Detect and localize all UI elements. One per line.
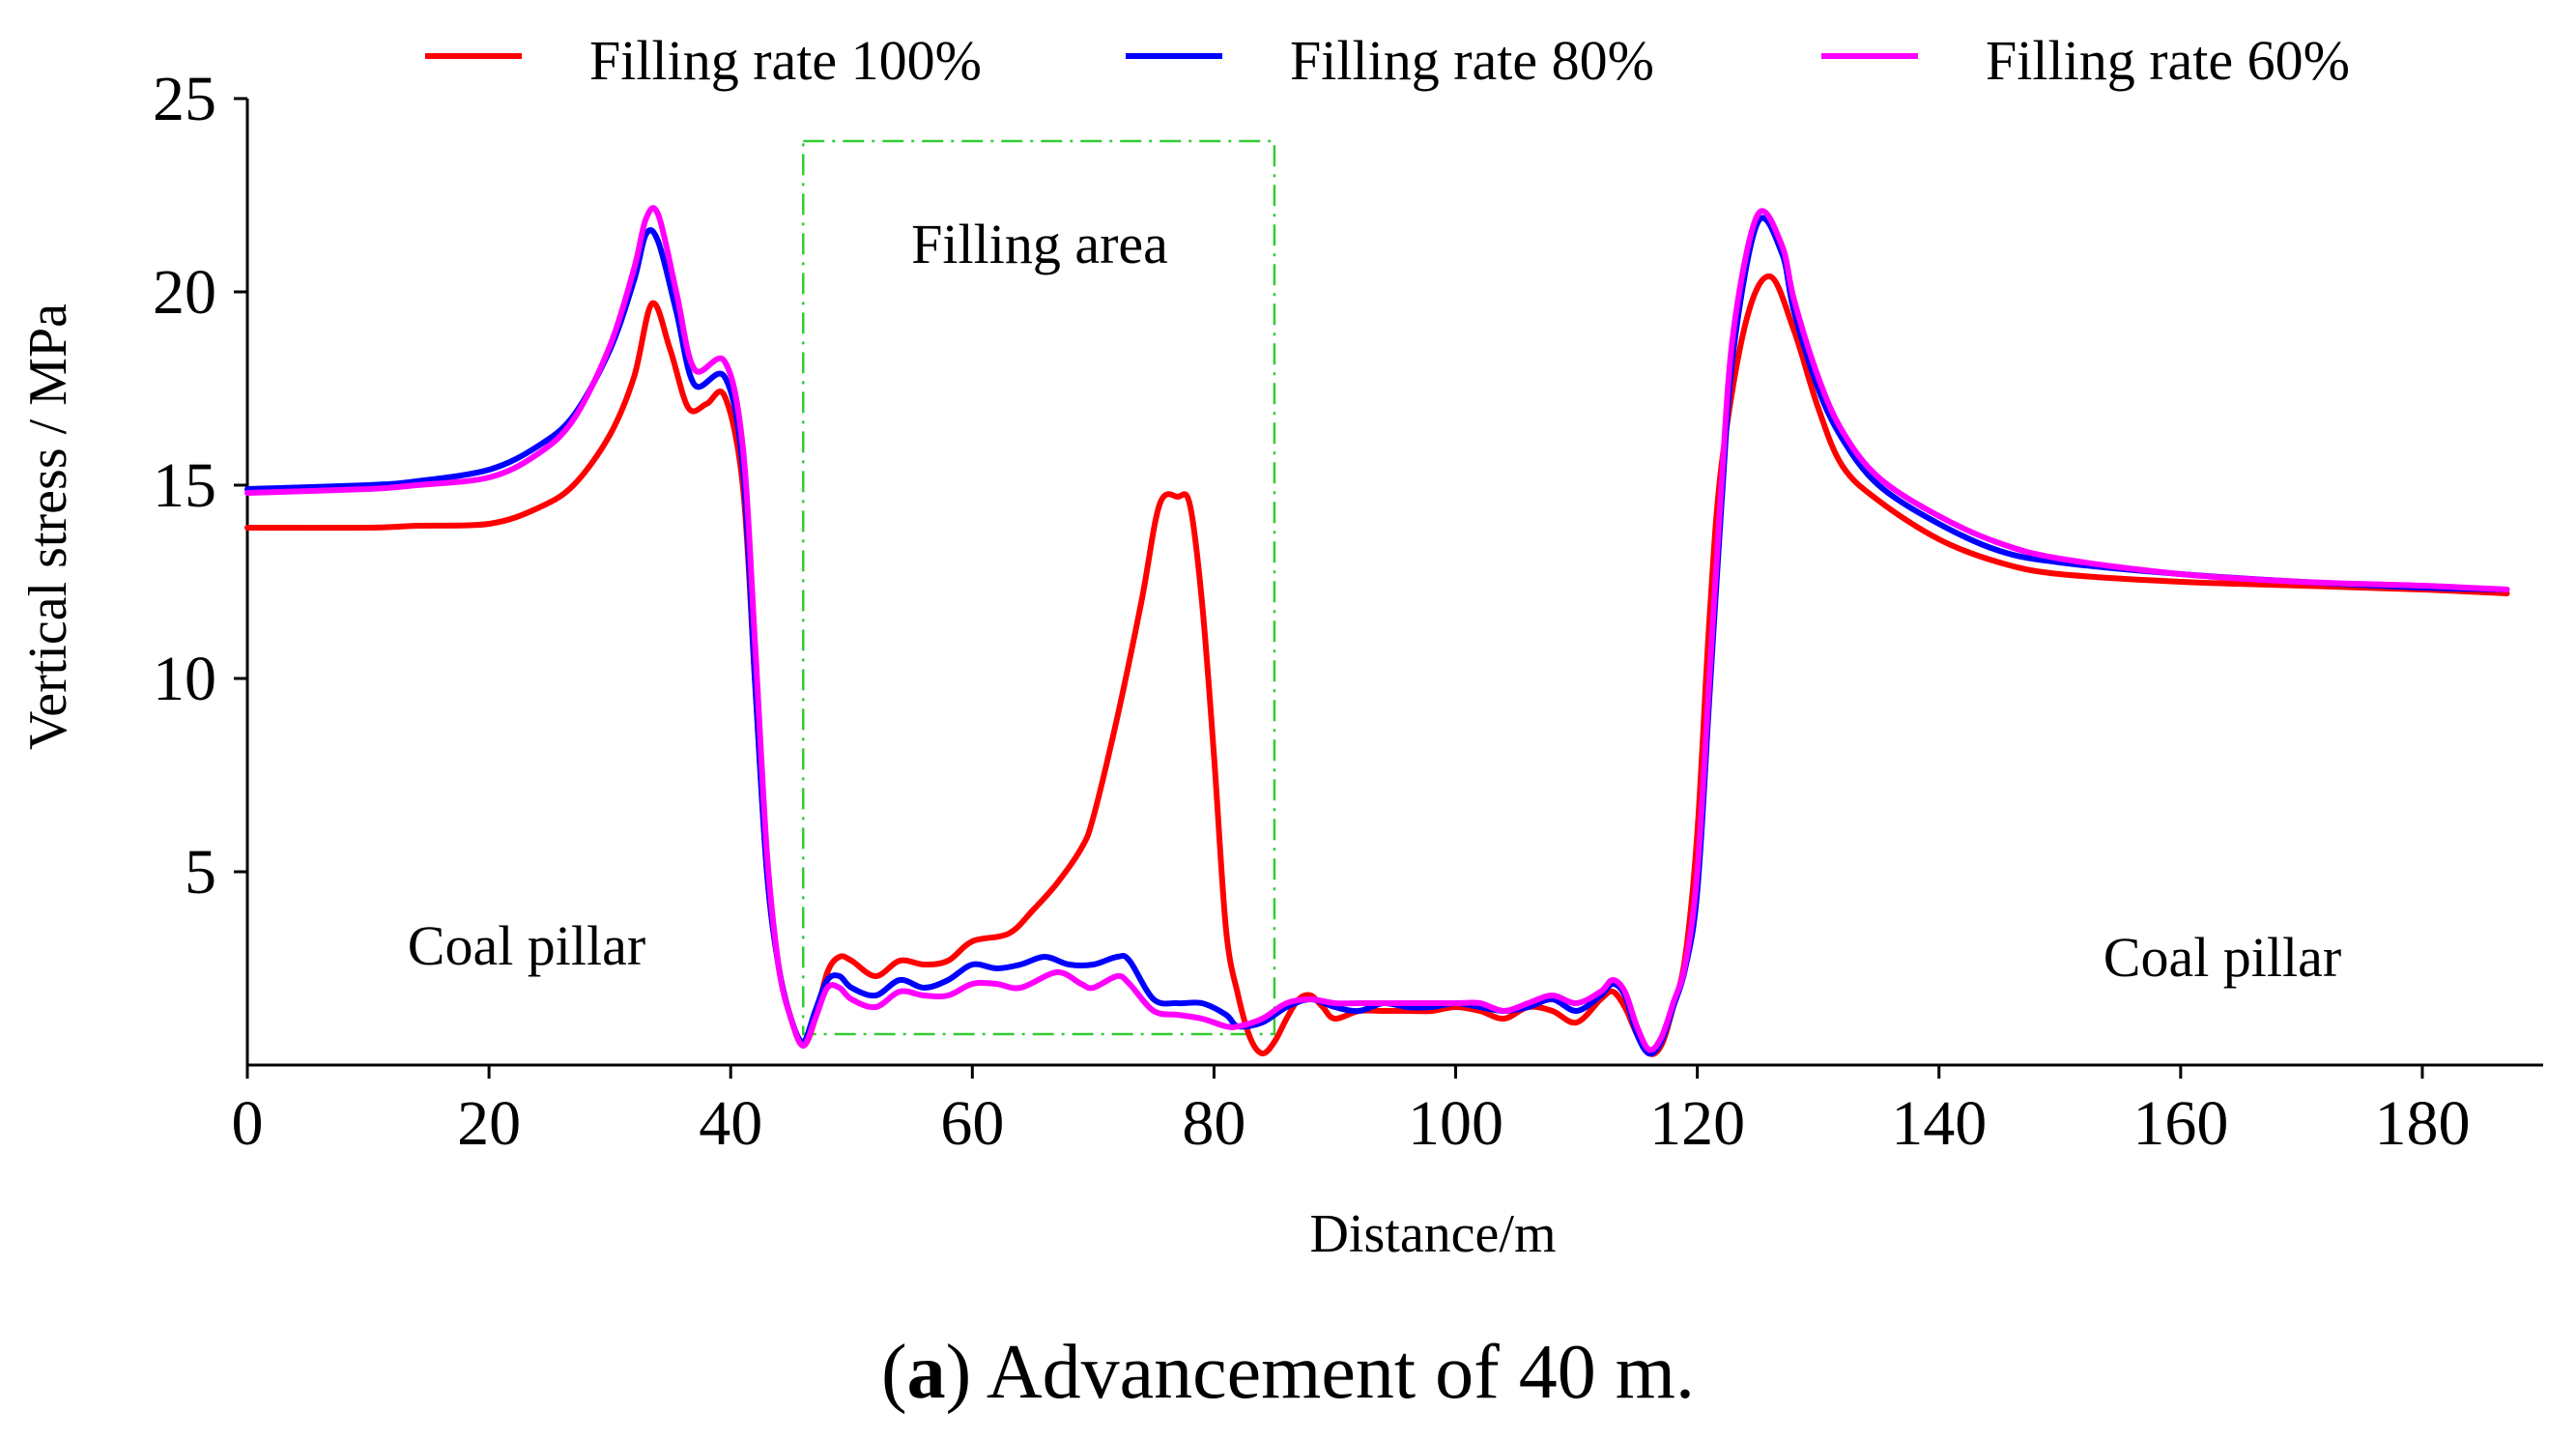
legend-label-0: Filling rate 100% (589, 29, 982, 92)
caption-label: a (907, 1330, 946, 1415)
y-axis-title: Vertical stress / MPa (18, 303, 78, 750)
caption-text: Advancement of 40 m. (987, 1330, 1695, 1415)
coal-pillar-left-label: Coal pillar (408, 914, 645, 977)
x-tick-label: 0 (232, 1088, 264, 1159)
axes (234, 97, 2543, 1079)
x-tick-label: 20 (457, 1088, 521, 1159)
y-tick-label: 10 (153, 644, 216, 714)
x-tick-label: 120 (1649, 1088, 1745, 1159)
filling-area-rect (801, 139, 1276, 1036)
series-lines (244, 205, 2510, 1057)
legend-label-1: Filling rate 80% (1290, 29, 1654, 92)
y-tick-label: 5 (185, 837, 216, 908)
x-tick-label: 40 (699, 1088, 762, 1159)
figure-caption: (a) Advancement of 40 m. (881, 1330, 1695, 1415)
x-axis-title: Distance/m (1309, 1204, 1556, 1264)
tick-labels: 0 20 40 60 80 100 120 140 160 180 5 10 15 20 25 (153, 64, 2470, 1159)
y-tick-label: 15 (153, 450, 216, 521)
x-tick-label: 80 (1182, 1088, 1245, 1159)
x-tick-label: 100 (1408, 1088, 1503, 1159)
filling-area-label: Filling area (911, 213, 1168, 275)
x-tick-label: 140 (1891, 1088, 1987, 1159)
series-line-2 (244, 205, 2510, 1053)
filling-area-box (801, 139, 1276, 1036)
legend: Filling rate 100% Filling rate 80% Filling… (425, 29, 2350, 92)
x-tick-label: 60 (940, 1088, 1004, 1159)
x-tick-label: 180 (2374, 1088, 2470, 1159)
coal-pillar-right-label: Coal pillar (2104, 926, 2341, 989)
legend-label-2: Filling rate 60% (1986, 29, 2350, 92)
x-tick-label: 160 (2132, 1088, 2228, 1159)
y-tick-label: 20 (153, 257, 216, 328)
y-tick-label: 25 (153, 64, 216, 134)
